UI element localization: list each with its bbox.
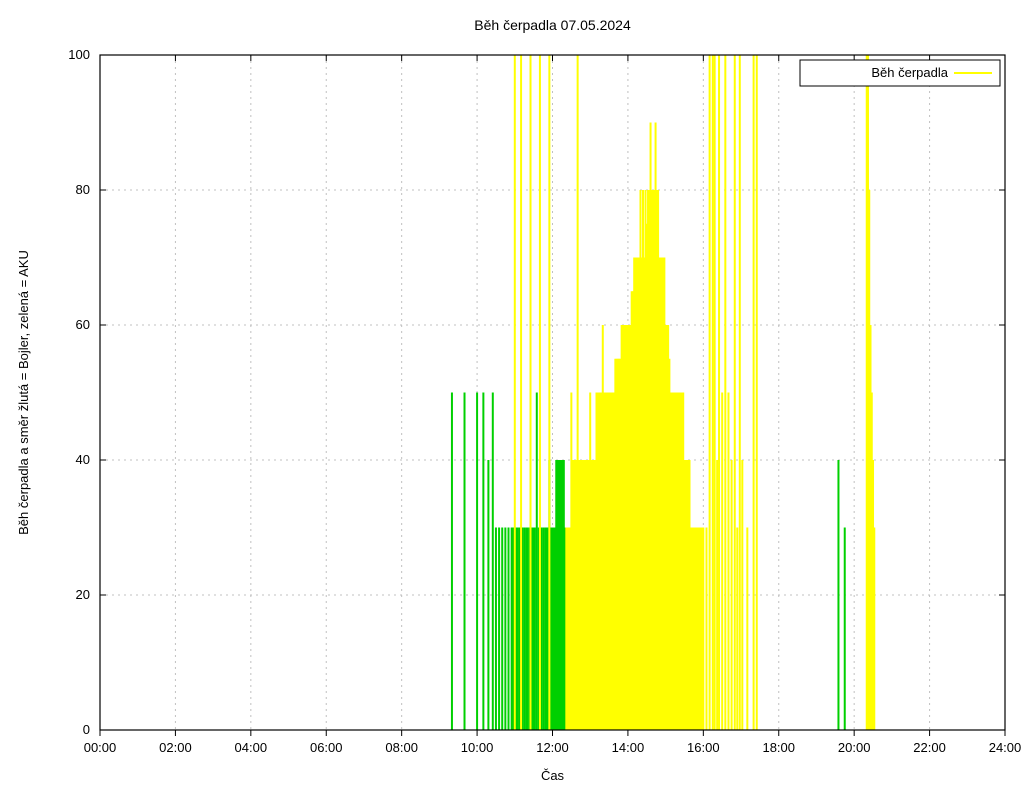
y-tick-label: 40 xyxy=(76,452,90,467)
x-tick-label: 22:00 xyxy=(913,740,946,755)
legend-label: Běh čerpadla xyxy=(871,65,948,80)
y-tick-label: 100 xyxy=(68,47,90,62)
x-tick-label: 18:00 xyxy=(762,740,795,755)
x-tick-label: 16:00 xyxy=(687,740,720,755)
x-tick-label: 24:00 xyxy=(989,740,1022,755)
x-tick-label: 02:00 xyxy=(159,740,192,755)
x-axis-label: Čas xyxy=(541,768,565,783)
x-tick-label: 04:00 xyxy=(235,740,268,755)
chart-container: 00:00 02:00 04:00 06:00 08:00 10:00 12:00 14:00… xyxy=(0,0,1024,800)
y-axis-label: Běh čerpadla a směr žlutá = Bojler, zele… xyxy=(16,250,31,535)
y-tick-label: 0 xyxy=(83,722,90,737)
x-tick-label: 14:00 xyxy=(612,740,645,755)
x-tick-label: 20:00 xyxy=(838,740,871,755)
chart-title: Běh čerpadla 07.05.2024 xyxy=(474,17,631,33)
legend: Běh čerpadla xyxy=(800,60,1000,86)
x-tick-label: 06:00 xyxy=(310,740,343,755)
x-tick-label: 12:00 xyxy=(536,740,569,755)
chart-svg: 00:00 02:00 04:00 06:00 08:00 10:00 12:00 14:00… xyxy=(0,0,1024,800)
x-tick-label: 00:00 xyxy=(84,740,117,755)
y-tick-label: 20 xyxy=(76,587,90,602)
y-tick-label: 60 xyxy=(76,317,90,332)
y-tick-label: 80 xyxy=(76,182,90,197)
x-tick-label: 10:00 xyxy=(461,740,494,755)
x-tick-label: 08:00 xyxy=(385,740,418,755)
